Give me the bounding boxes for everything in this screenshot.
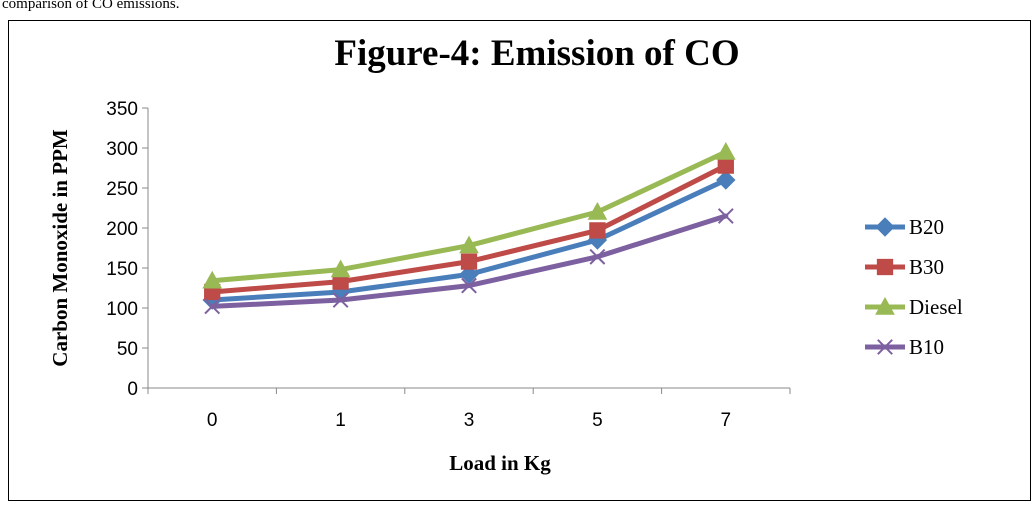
legend-label: Diesel xyxy=(909,295,963,319)
data-point-diesel xyxy=(202,270,223,289)
series-diesel xyxy=(202,141,736,289)
legend-item-diesel: Diesel xyxy=(865,295,963,319)
y-tick-label: 150 xyxy=(106,259,138,280)
y-tick-label: 100 xyxy=(106,299,138,320)
data-point-diesel xyxy=(587,201,608,220)
y-tick-label: 250 xyxy=(106,179,138,200)
data-point-b20 xyxy=(716,170,736,190)
data-point-b30 xyxy=(460,253,478,270)
data-point-diesel xyxy=(330,259,351,278)
legend-label: B10 xyxy=(909,335,944,359)
data-point-diesel xyxy=(715,141,736,160)
legend-label: B20 xyxy=(909,215,944,239)
y-axis-title: Carbon Monoxide in PPM xyxy=(48,129,72,367)
legend-marker xyxy=(877,339,893,355)
legend: B20 B30 Diesel B10 xyxy=(865,215,963,359)
data-point-b30 xyxy=(717,157,734,174)
y-tick-label: 0 xyxy=(127,379,138,400)
x-tick-label: 3 xyxy=(464,410,475,431)
x-axis-title: Load in Kg xyxy=(449,451,551,475)
x-tick-label: 0 xyxy=(207,410,218,431)
data-point-b10 xyxy=(717,208,734,224)
data-point-b10 xyxy=(461,277,477,294)
y-tick-label: 50 xyxy=(117,339,138,360)
caption-fragment: comparison of CO emissions. xyxy=(2,0,180,12)
data-point-b10 xyxy=(332,292,349,308)
series-b30 xyxy=(204,157,734,301)
data-point-diesel xyxy=(459,235,479,254)
data-point-b10 xyxy=(589,248,606,265)
legend-marker xyxy=(875,296,895,315)
data-point-b30 xyxy=(589,222,606,239)
chart-title: Figure-4: Emission of CO xyxy=(334,33,739,74)
legend-label: B30 xyxy=(909,255,944,279)
series-b10 xyxy=(204,208,734,315)
legend-marker xyxy=(876,258,894,276)
axes: 0 50 100 150 200 250 300 350 0 1 3 5 7 xyxy=(106,99,791,431)
y-tick-label: 300 xyxy=(106,139,138,160)
x-tick-label: 1 xyxy=(335,410,346,431)
legend-item-b20: B20 xyxy=(865,215,944,239)
legend-item-b30: B30 xyxy=(865,255,944,279)
y-tick-label: 200 xyxy=(106,219,138,240)
y-tick-label: 350 xyxy=(106,99,138,120)
series-layer xyxy=(202,141,736,315)
legend-marker xyxy=(875,217,895,237)
x-tick-label: 5 xyxy=(592,410,603,431)
data-point-b10 xyxy=(204,298,221,315)
x-tick-label: 7 xyxy=(721,410,732,431)
legend-item-b10: B10 xyxy=(865,335,944,359)
